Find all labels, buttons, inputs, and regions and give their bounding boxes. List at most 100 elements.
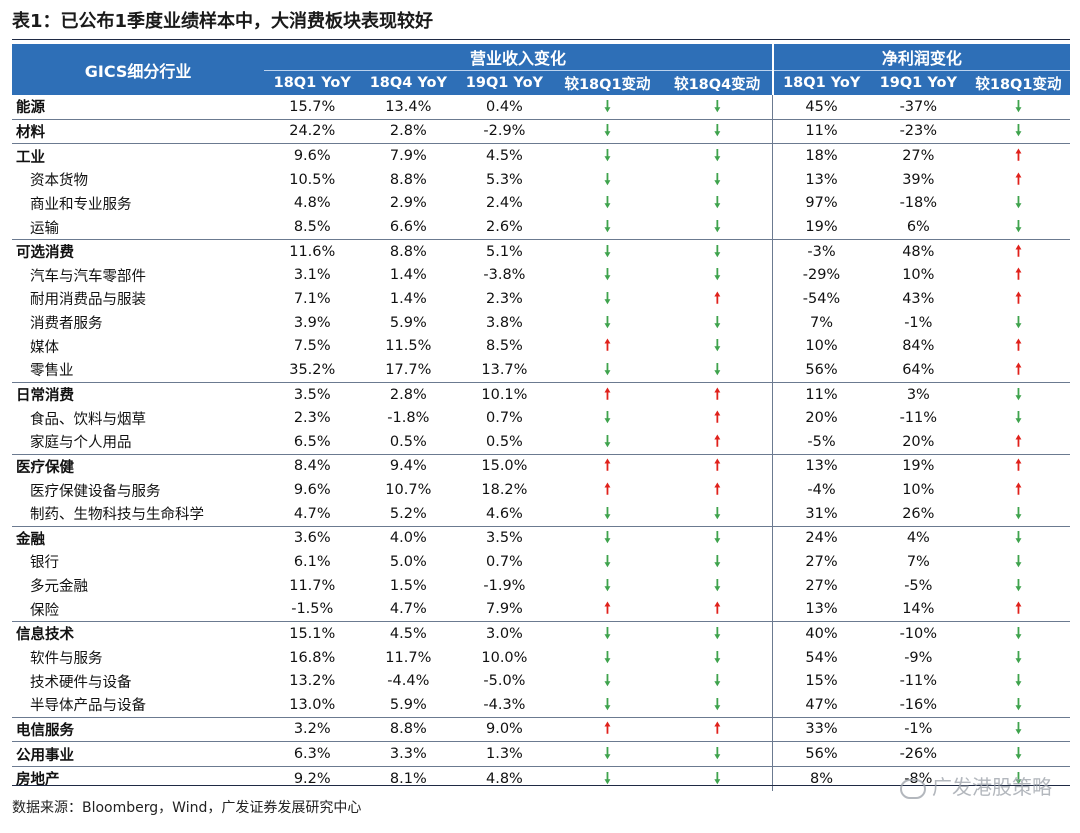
arrow-down-icon: 🠗 bbox=[604, 528, 611, 547]
revenue-yoy-cell: 7.9% bbox=[360, 143, 457, 168]
revenue-yoy-cell: 15.1% bbox=[264, 621, 361, 646]
profit-yoy-cell: -1% bbox=[904, 314, 933, 331]
industry-name: 工业 bbox=[12, 143, 265, 168]
table-row: 半导体产品与设备 13.0% 5.9% -4.3% 🠗 🠗 47% -16% 🠗 bbox=[12, 693, 1070, 718]
revenue-change-cell: 🠗 bbox=[552, 311, 662, 335]
revenue-change-cell: 🠕 bbox=[662, 453, 773, 479]
arrow-down-icon: 🠗 bbox=[604, 744, 611, 763]
profit-yoy-cell: 27% bbox=[869, 143, 967, 168]
revenue-yoy-cell: 3.5% bbox=[264, 381, 361, 407]
arrow-up-icon: 🠕 bbox=[714, 480, 721, 499]
table-row: 耐用消费品与服装 7.1% 1.4% 2.3% 🠗 🠕 -54% 43% 🠕 bbox=[12, 287, 1070, 311]
profit-change-cell: 🠗 bbox=[967, 95, 1070, 119]
arrow-down-icon: 🠗 bbox=[1015, 312, 1022, 331]
revenue-yoy-cell: 1.3% bbox=[456, 741, 553, 767]
revenue-yoy-cell: -1.5% bbox=[291, 601, 334, 618]
arrow-down-icon: 🠗 bbox=[714, 671, 721, 690]
arrow-down-icon: 🠗 bbox=[604, 169, 611, 188]
industry-name: 能源 bbox=[16, 100, 45, 117]
arrow-down-icon: 🠗 bbox=[1015, 121, 1022, 140]
arrow-down-icon: 🠗 bbox=[714, 575, 721, 594]
arrow-down-icon: 🠗 bbox=[604, 359, 611, 378]
revenue-yoy-cell: 4.8% bbox=[293, 195, 331, 212]
arrow-up-icon: 🠕 bbox=[1015, 456, 1022, 475]
revenue-yoy-cell: 15.0% bbox=[456, 453, 553, 479]
arrow-up-icon: 🠕 bbox=[604, 599, 611, 618]
revenue-change-cell: 🠗 bbox=[663, 263, 773, 287]
arrow-down-icon: 🠗 bbox=[604, 623, 611, 642]
header-np-19q1-yoy: 19Q1 YoY bbox=[869, 70, 967, 95]
revenue-yoy-cell: 1.4% bbox=[389, 267, 427, 284]
profit-change-cell: 🠕 bbox=[967, 597, 1070, 621]
revenue-yoy-cell: 10.1% bbox=[456, 381, 553, 407]
table-row: 食品、饮料与烟草 2.3% -1.8% 0.7% 🠗 🠕 20% -11% 🠗 bbox=[12, 406, 1070, 430]
profit-yoy-cell: -5% bbox=[772, 429, 870, 455]
arrow-up-icon: 🠕 bbox=[1015, 169, 1022, 188]
revenue-yoy-cell: 0.5% bbox=[485, 433, 523, 450]
revenue-yoy-cell: 13.0% bbox=[289, 696, 336, 713]
arrow-up-icon: 🠕 bbox=[714, 408, 721, 427]
header-np-vs-18q1: 较18Q1变动 bbox=[966, 70, 1070, 95]
arrow-down-icon: 🠗 bbox=[714, 146, 721, 165]
table-row: 工业 9.6% 7.9% 4.5% 🠗 🠗 18% 27% 🠕 bbox=[12, 143, 1070, 168]
arrow-down-icon: 🠗 bbox=[1015, 671, 1022, 690]
profit-change-cell: 🠗 bbox=[967, 693, 1070, 717]
profit-yoy-cell: 19% bbox=[772, 215, 870, 240]
revenue-change-cell: 🠗 bbox=[663, 574, 773, 598]
arrow-down-icon: 🠗 bbox=[604, 431, 611, 450]
profit-yoy-cell: -18% bbox=[899, 195, 938, 212]
profit-change-cell: 🠗 bbox=[967, 311, 1070, 335]
table-row: 银行 6.1% 5.0% 0.7% 🠗 🠗 27% 7% 🠗 bbox=[12, 550, 1070, 574]
header-revenue-group: 营业收入变化 bbox=[264, 44, 773, 71]
industry-name: 家庭与个人用品 bbox=[30, 435, 132, 452]
profit-change-cell: 🠗 bbox=[967, 669, 1070, 693]
industry-name: 汽车与汽车零部件 bbox=[30, 268, 146, 285]
industry-name: 媒体 bbox=[30, 339, 59, 356]
revenue-yoy-cell: 0.7% bbox=[485, 553, 523, 570]
arrow-up-icon: 🠕 bbox=[604, 719, 611, 738]
revenue-change-cell: 🠗 bbox=[662, 143, 773, 168]
arrow-down-icon: 🠗 bbox=[604, 503, 611, 522]
arrow-down-icon: 🠗 bbox=[1015, 744, 1022, 763]
profit-yoy-cell: 20% bbox=[772, 406, 870, 430]
revenue-yoy-cell: 9.6% bbox=[264, 143, 361, 168]
arrow-down-icon: 🠗 bbox=[1015, 217, 1022, 236]
revenue-yoy-cell: 10.0% bbox=[481, 649, 528, 666]
bottom-divider bbox=[12, 785, 1070, 786]
profit-change-cell: 🠕 bbox=[967, 168, 1070, 192]
arrow-down-icon: 🠗 bbox=[714, 217, 721, 236]
revenue-yoy-cell: 9.2% bbox=[264, 765, 361, 791]
industry-name: 信息技术 bbox=[12, 621, 265, 646]
revenue-change-cell: 🠗 bbox=[662, 238, 773, 264]
table-row: 零售业 35.2% 17.7% 13.7% 🠗 🠗 56% 64% 🠕 bbox=[12, 358, 1070, 383]
revenue-change-cell: 🠗 bbox=[552, 502, 662, 526]
revenue-change-cell: 🠕 bbox=[662, 716, 773, 742]
revenue-yoy-cell: 6.6% bbox=[389, 219, 427, 236]
arrow-down-icon: 🠗 bbox=[604, 217, 611, 236]
arrow-down-icon: 🠗 bbox=[1015, 384, 1022, 403]
profit-change-cell: 🠕 bbox=[967, 334, 1070, 358]
arrow-up-icon: 🠕 bbox=[1015, 336, 1022, 355]
revenue-change-cell: 🠗 bbox=[552, 430, 662, 454]
arrow-up-icon: 🠕 bbox=[714, 719, 721, 738]
revenue-change-cell: 🠕 bbox=[552, 478, 662, 502]
profit-change-cell: 🠗 bbox=[966, 741, 1070, 767]
profit-yoy-cell: 56% bbox=[772, 358, 870, 383]
revenue-change-cell: 🠕 bbox=[662, 381, 773, 407]
arrow-up-icon: 🠕 bbox=[1015, 146, 1022, 165]
profit-yoy-cell: 8% bbox=[772, 765, 870, 791]
source-note: 数据来源：Bloomberg，Wind，广发证券发展研究中心 bbox=[12, 800, 362, 816]
wechat-icon bbox=[900, 778, 926, 799]
revenue-change-cell: 🠗 bbox=[662, 765, 773, 791]
arrow-down-icon: 🠗 bbox=[714, 193, 721, 212]
revenue-yoy-cell: 5.3% bbox=[485, 171, 523, 188]
revenue-change-cell: 🠗 bbox=[663, 669, 773, 693]
revenue-change-cell: 🠗 bbox=[552, 621, 663, 646]
arrow-down-icon: 🠗 bbox=[714, 551, 721, 570]
revenue-change-cell: 🠗 bbox=[663, 215, 773, 239]
industry-name: 运输 bbox=[30, 220, 59, 237]
revenue-change-cell: 🠕 bbox=[552, 597, 662, 621]
table-row: 医疗保健 8.4% 9.4% 15.0% 🠕 🠕 13% 19% 🠕 bbox=[12, 453, 1070, 479]
industry-name: 消费者服务 bbox=[30, 316, 103, 333]
industry-name: 医疗保健 bbox=[12, 453, 265, 479]
